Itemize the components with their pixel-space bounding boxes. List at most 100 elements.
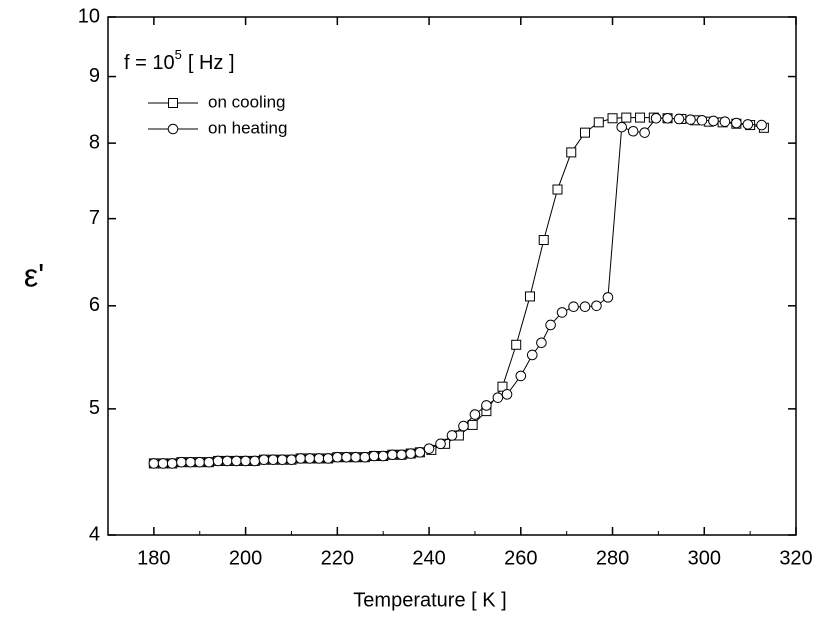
marker-circle — [396, 449, 407, 461]
marker-circle — [458, 420, 469, 432]
marker-circle — [492, 392, 504, 403]
marker-circle — [322, 453, 334, 464]
marker-square — [538, 235, 549, 246]
marker-circle — [249, 455, 261, 467]
marker-circle — [627, 125, 639, 137]
marker-circle — [423, 443, 435, 454]
marker-circle — [240, 455, 251, 467]
marker-square — [635, 112, 646, 123]
marker-circle — [157, 458, 169, 469]
legend-marker — [167, 123, 179, 135]
x-tick-label: 200 — [229, 547, 262, 569]
x-axis-label: Temperature [ K ] — [353, 589, 506, 611]
marker-circle — [185, 456, 196, 468]
marker-circle — [405, 448, 417, 459]
marker-circle — [501, 389, 513, 400]
marker-circle — [231, 455, 242, 467]
y-tick-label: 6 — [89, 294, 100, 316]
marker-square — [621, 112, 632, 123]
y-tick-label: 9 — [89, 65, 100, 87]
marker-circle — [515, 370, 527, 382]
marker-circle — [332, 451, 343, 463]
y-axis-label: ε' — [24, 257, 44, 293]
marker-circle — [377, 450, 389, 462]
plot-frame — [107, 16, 797, 536]
marker-circle — [176, 456, 187, 468]
y-tick-label: 8 — [89, 131, 100, 153]
marker-circle — [662, 112, 673, 124]
x-tick-label: 220 — [321, 547, 354, 569]
marker-circle — [435, 438, 446, 450]
x-tick-label: 300 — [688, 547, 721, 569]
annotation-superscript: 5 — [175, 47, 182, 62]
marker-square — [552, 184, 563, 195]
marker-circle — [616, 121, 628, 133]
annotation-text: f = 10 — [124, 52, 175, 74]
marker-circle — [286, 454, 297, 465]
marker-circle — [719, 116, 731, 127]
marker-circle — [469, 409, 481, 420]
marker-circle — [295, 453, 306, 464]
x-tick-label: 280 — [596, 547, 629, 569]
marker-circle — [341, 451, 352, 463]
marker-circle — [650, 112, 662, 124]
marker-circle — [696, 114, 708, 126]
marker-circle — [602, 292, 614, 303]
marker-circle — [350, 451, 361, 463]
legend-marker — [168, 98, 178, 108]
marker-circle — [756, 119, 767, 131]
marker-circle — [368, 450, 380, 462]
marker-circle — [526, 349, 538, 361]
marker-circle — [387, 449, 398, 461]
marker-circle — [685, 114, 696, 125]
annotation: f = 105 [ Hz ] — [124, 47, 235, 74]
marker-circle — [545, 319, 556, 331]
marker-circle — [212, 455, 224, 467]
marker-square — [467, 419, 478, 430]
marker-circle — [673, 113, 685, 125]
marker-circle — [414, 447, 426, 458]
marker-circle — [221, 455, 233, 467]
marker-circle — [148, 458, 160, 469]
marker-circle — [313, 453, 325, 464]
series-line — [153, 117, 764, 464]
marker-circle — [203, 456, 215, 468]
marker-square — [497, 381, 508, 392]
marker-circle — [276, 454, 288, 465]
marker-square — [524, 291, 535, 302]
series-line — [153, 117, 762, 464]
marker-circle — [536, 337, 547, 349]
marker-circle — [304, 453, 316, 464]
marker-circle — [556, 307, 568, 318]
marker-circle — [194, 456, 206, 468]
marker-circle — [258, 454, 270, 465]
marker-circle — [591, 300, 602, 312]
marker-circle — [481, 400, 492, 411]
marker-circle — [446, 430, 458, 441]
marker-circle — [267, 454, 279, 465]
legend-label: on heating — [208, 118, 287, 137]
marker-square — [607, 113, 618, 124]
legend-label: on cooling — [208, 92, 286, 111]
x-tick-label: 240 — [412, 547, 445, 569]
marker-circle — [359, 451, 371, 463]
marker-circle — [708, 115, 719, 127]
annotation-suffix: [ Hz ] — [188, 52, 235, 74]
marker-circle — [568, 301, 579, 313]
marker-square — [511, 339, 522, 350]
x-tick-label: 320 — [779, 547, 812, 569]
marker-circle — [731, 117, 742, 129]
y-tick-label: 4 — [89, 523, 100, 545]
marker-circle — [639, 127, 650, 138]
x-tick-label: 260 — [504, 547, 537, 569]
y-tick-label: 10 — [78, 5, 100, 27]
marker-square — [580, 127, 591, 138]
y-tick-label: 5 — [89, 397, 100, 419]
marker-square — [566, 147, 577, 158]
marker-circle — [166, 458, 178, 469]
marker-square — [593, 117, 604, 128]
marker-circle — [579, 301, 591, 313]
marker-circle — [742, 119, 754, 130]
